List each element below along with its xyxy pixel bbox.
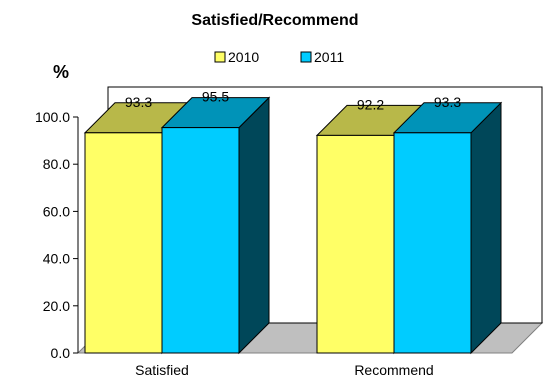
chart-title: Satisfied/Recommend — [191, 12, 358, 29]
x-tick-label-recommend: Recommend — [354, 362, 433, 378]
bar-side — [470, 101, 502, 355]
y-tick-label: 60.0 — [43, 203, 70, 219]
y-tick-label: 40.0 — [43, 251, 70, 267]
bar-front — [316, 134, 395, 354]
bar-front — [393, 132, 472, 354]
y-tick-label: 0.0 — [51, 345, 71, 361]
legend-swatch-2011 — [300, 51, 312, 63]
data-label: 93.3 — [125, 94, 152, 110]
data-label: 93.3 — [434, 94, 461, 110]
legend-swatch-2010 — [214, 51, 226, 63]
x-axis-labels: Satisfied Recommend — [135, 362, 434, 378]
data-label: 95.5 — [202, 89, 229, 105]
y-tick-label: 20.0 — [43, 298, 70, 314]
bar-side — [238, 96, 270, 355]
y-tick-label: 100.0 — [35, 109, 70, 125]
legend-label-2010: 2010 — [228, 49, 259, 65]
bar-2011-recommend: 93.3 — [392, 94, 503, 355]
bars: 93.3 95.5 92.2 93.3 — [83, 89, 503, 355]
bar-front — [84, 132, 163, 354]
legend-label-2011: 2011 — [314, 49, 344, 65]
y-axis-unit-label: % — [53, 62, 69, 82]
data-label: 92.2 — [357, 96, 384, 112]
bar-front — [161, 127, 240, 354]
x-tick-label-satisfied: Satisfied — [135, 362, 189, 378]
legend: 2010 2011 — [214, 49, 344, 65]
bar-2011-satisfied: 95.5 — [160, 89, 271, 355]
y-axis-ticks: 0.0 20.0 40.0 60.0 80.0 100.0 — [35, 109, 78, 361]
y-tick-label: 80.0 — [43, 156, 70, 172]
